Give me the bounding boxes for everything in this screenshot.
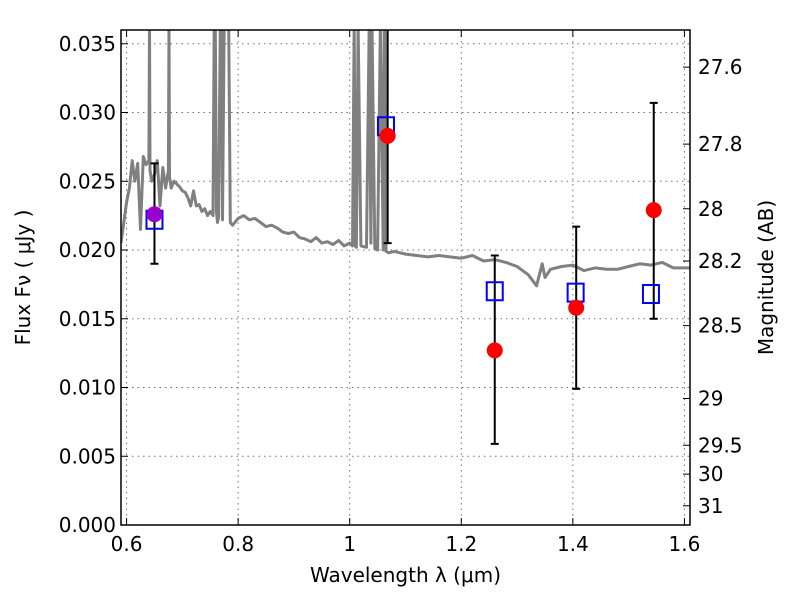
mag-tick-label: 29 <box>698 387 723 411</box>
x-tick-label: 1.6 <box>669 532 701 556</box>
synthetic-point <box>641 284 660 304</box>
observed-point <box>568 299 585 316</box>
grid <box>121 30 690 526</box>
mag-tick-label: 29.5 <box>698 433 743 457</box>
axes: 0.6 0.8 1 1.2 1.4 1.6 0.000 0.005 0.010 0.015 0.02… <box>59 30 743 556</box>
x-tick-label: 1.2 <box>445 532 477 556</box>
mag-tick-label: 30 <box>698 462 723 486</box>
synthetic-point <box>485 281 504 302</box>
observed-point <box>146 206 163 223</box>
x-tick-label: 1 <box>343 532 356 556</box>
mag-tick-label: 31 <box>698 494 723 518</box>
mag-tick-label: 28.2 <box>698 249 743 273</box>
mag-tick-label: 27.8 <box>698 132 743 156</box>
x-tick-label: 0.6 <box>111 532 143 556</box>
y-tick-label: 0.030 <box>59 101 116 125</box>
y-axis-label: Flux Fν ( μJy ) <box>11 210 35 346</box>
model-spectrum-line <box>121 30 690 288</box>
y-tick-label: 0.015 <box>59 307 116 331</box>
x-tick-label: 0.8 <box>222 532 254 556</box>
y-tick-label: 0.025 <box>59 169 116 193</box>
y-tick-label: 0.020 <box>59 238 116 262</box>
y-tick-label: 0.000 <box>59 513 116 537</box>
x-axis-label: Wavelength λ (μm) <box>310 563 501 587</box>
mag-tick-label: 27.6 <box>698 55 743 79</box>
y-tick-label: 0.010 <box>59 376 116 400</box>
x-tick-label: 1.4 <box>557 532 589 556</box>
y-axis-right-label: Magnitude (AB) <box>754 200 778 355</box>
y-tick-label: 0.005 <box>59 444 116 468</box>
plot-frame <box>120 29 691 526</box>
observed-point <box>645 202 662 219</box>
observed-point <box>379 127 396 144</box>
observed-point <box>486 342 503 359</box>
mag-tick-label: 28.5 <box>698 314 743 338</box>
plot-area <box>121 30 690 445</box>
y-tick-label: 0.035 <box>59 32 116 56</box>
mag-tick-label: 28 <box>698 197 723 221</box>
